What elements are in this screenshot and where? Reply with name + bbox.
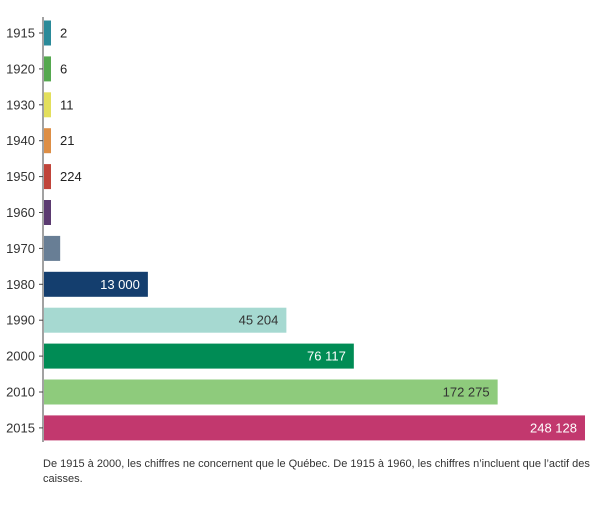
data-label: 21: [60, 133, 74, 148]
category-label: 1950: [6, 169, 35, 184]
data-label: 11: [60, 97, 74, 112]
category-label: 2000: [6, 349, 35, 364]
category-label: 1915: [6, 26, 35, 41]
bar: [44, 379, 498, 405]
data-label: 224: [60, 169, 82, 184]
category-label: 2015: [6, 420, 35, 435]
category-label: 1930: [6, 97, 35, 112]
data-label: 2 528: [69, 241, 102, 256]
data-label: 2: [60, 26, 67, 41]
category-label: 1940: [6, 133, 35, 148]
bar: [44, 271, 148, 297]
bar: [44, 235, 61, 261]
footnote: De 1915 à 2000, les chiffres ne concerne…: [43, 458, 590, 485]
bar: [44, 128, 51, 154]
category-label: 1980: [6, 277, 35, 292]
bar: [44, 415, 585, 441]
bar-chart: 2 6 11 21 224 688 2 528 13 000 45 204 76 117 172 2…: [6, 17, 585, 442]
bar: [44, 343, 354, 369]
data-label: 172 275: [443, 385, 490, 400]
category-label: 1920: [6, 61, 35, 76]
bar: [44, 92, 51, 118]
data-label: 45 204: [239, 313, 279, 328]
category-label: 2010: [6, 385, 35, 400]
data-label: 688: [60, 205, 82, 220]
bar: [44, 56, 51, 82]
data-label: 13 000: [100, 277, 140, 292]
category-label: 1990: [6, 313, 35, 328]
bar: [44, 20, 51, 46]
data-label: 6: [60, 61, 67, 76]
bar: [44, 200, 51, 225]
bar: [44, 164, 51, 190]
category-label: 1960: [6, 205, 35, 220]
data-label: 248 128: [530, 420, 577, 435]
data-label: 76 117: [307, 349, 346, 364]
bar: [44, 307, 287, 333]
category-label: 1970: [6, 241, 35, 256]
bars: 2 6 11 21 224 688 2 528 13 000 45 204 76 117 172 2…: [44, 20, 585, 441]
